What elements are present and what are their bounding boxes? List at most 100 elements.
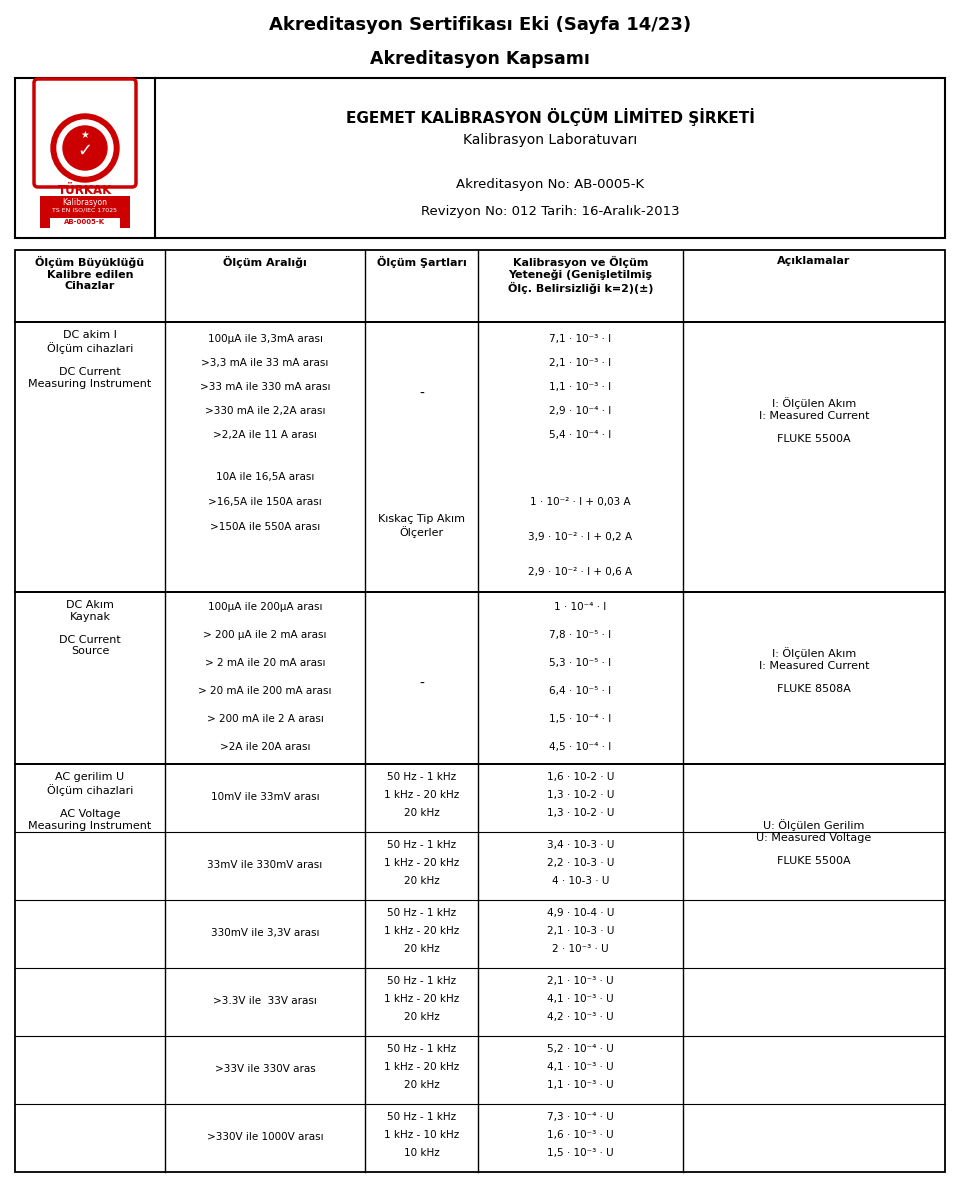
FancyBboxPatch shape — [34, 79, 136, 187]
Text: 1 kHz - 10 kHz: 1 kHz - 10 kHz — [384, 1130, 459, 1140]
Text: 1 · 10⁻⁴ · I: 1 · 10⁻⁴ · I — [554, 602, 607, 612]
Text: > 200 µA ile 2 mA arası: > 200 µA ile 2 mA arası — [204, 630, 326, 640]
Text: 2,1 · 10⁻³ · I: 2,1 · 10⁻³ · I — [549, 358, 612, 368]
Text: 2,1 · 10⁻³ · U: 2,1 · 10⁻³ · U — [547, 976, 613, 986]
Bar — [15, 323, 945, 592]
Text: 4,2 · 10⁻³ · U: 4,2 · 10⁻³ · U — [547, 1012, 613, 1022]
Text: Akreditasyon Kapsamı: Akreditasyon Kapsamı — [370, 50, 590, 68]
Text: DC Akım
Kaynak

DC Current
Source: DC Akım Kaynak DC Current Source — [60, 600, 121, 656]
Text: >330V ile 1000V arası: >330V ile 1000V arası — [206, 1131, 324, 1142]
Text: 20 kHz: 20 kHz — [403, 808, 440, 818]
Text: >33 mA ile 330 mA arası: >33 mA ile 330 mA arası — [200, 382, 330, 393]
Text: 2,1 · 10-3 · U: 2,1 · 10-3 · U — [547, 926, 614, 936]
Text: 20 kHz: 20 kHz — [403, 1012, 440, 1022]
Text: Kalibrasyon: Kalibrasyon — [62, 198, 108, 208]
Text: 20 kHz: 20 kHz — [403, 944, 440, 954]
Text: >150A ile 550A arası: >150A ile 550A arası — [210, 522, 320, 533]
Text: TÜRKAK: TÜRKAK — [58, 184, 112, 197]
Circle shape — [51, 114, 119, 181]
Text: 50 Hz - 1 kHz: 50 Hz - 1 kHz — [387, 772, 456, 782]
Bar — [15, 592, 945, 764]
Text: 2,9 · 10⁻² · I + 0,6 A: 2,9 · 10⁻² · I + 0,6 A — [528, 567, 633, 578]
Text: 2,9 · 10⁻⁴ · I: 2,9 · 10⁻⁴ · I — [549, 406, 612, 416]
Bar — [15, 78, 945, 238]
Text: Ölçüm Aralığı: Ölçüm Aralığı — [223, 256, 307, 268]
Text: 7,8 · 10⁻⁵ · I: 7,8 · 10⁻⁵ · I — [549, 630, 612, 640]
Text: Kıskaç Tip Akım
Ölçerler: Kıskaç Tip Akım Ölçerler — [378, 514, 465, 538]
Text: >3.3V ile  33V arası: >3.3V ile 33V arası — [213, 996, 317, 1006]
Text: AB-0005-K: AB-0005-K — [64, 219, 106, 225]
Text: Ölçüm Şartları: Ölçüm Şartları — [376, 256, 467, 268]
Bar — [50, 218, 120, 228]
Text: AC gerilim U
Ölçüm cihazlari

AC Voltage
Measuring Instrument: AC gerilim U Ölçüm cihazlari AC Voltage … — [29, 772, 152, 830]
Text: 7,1 · 10⁻³ · I: 7,1 · 10⁻³ · I — [549, 334, 612, 344]
Text: 10 kHz: 10 kHz — [403, 1148, 440, 1158]
Text: Ölçüm Büyüklüğü
Kalibre edilen
Cihazlar: Ölçüm Büyüklüğü Kalibre edilen Cihazlar — [36, 256, 145, 292]
Text: > 200 mA ile 2 A arası: > 200 mA ile 2 A arası — [206, 714, 324, 723]
Text: 1,3 · 10-2 · U: 1,3 · 10-2 · U — [547, 790, 614, 801]
Text: 2,2 · 10-3 · U: 2,2 · 10-3 · U — [547, 857, 614, 868]
Text: 4,9 · 10-4 · U: 4,9 · 10-4 · U — [547, 908, 614, 918]
Text: 100µA ile 200µA arası: 100µA ile 200µA arası — [207, 602, 323, 612]
Text: 1 kHz - 20 kHz: 1 kHz - 20 kHz — [384, 790, 459, 801]
Text: 5,4 · 10⁻⁴ · I: 5,4 · 10⁻⁴ · I — [549, 431, 612, 440]
Text: 1 kHz - 20 kHz: 1 kHz - 20 kHz — [384, 994, 459, 1005]
Text: 330mV ile 3,3V arası: 330mV ile 3,3V arası — [211, 927, 320, 938]
Text: >330 mA ile 2,2A arası: >330 mA ile 2,2A arası — [204, 406, 325, 416]
Text: 20 kHz: 20 kHz — [403, 1080, 440, 1090]
Text: 50 Hz - 1 kHz: 50 Hz - 1 kHz — [387, 976, 456, 986]
Text: 50 Hz - 1 kHz: 50 Hz - 1 kHz — [387, 1044, 456, 1054]
Text: 2 · 10⁻³ · U: 2 · 10⁻³ · U — [552, 944, 609, 954]
Text: -: - — [420, 387, 424, 401]
Text: 100µA ile 3,3mA arası: 100µA ile 3,3mA arası — [207, 334, 323, 344]
Text: 5,3 · 10⁻⁵ · I: 5,3 · 10⁻⁵ · I — [549, 658, 612, 668]
Text: Akreditasyon Sertifikası Eki (Sayfa 14/23): Akreditasyon Sertifikası Eki (Sayfa 14/2… — [269, 15, 691, 34]
Text: 1,1 · 10⁻³ · I: 1,1 · 10⁻³ · I — [549, 382, 612, 393]
Text: >2,2A ile 11 A arası: >2,2A ile 11 A arası — [213, 431, 317, 440]
Text: 4,1 · 10⁻³ · U: 4,1 · 10⁻³ · U — [547, 1061, 613, 1072]
Text: 10mV ile 33mV arası: 10mV ile 33mV arası — [210, 792, 320, 802]
Text: TS EN ISO/IEC 17025: TS EN ISO/IEC 17025 — [53, 208, 117, 213]
Text: 4,5 · 10⁻⁴ · I: 4,5 · 10⁻⁴ · I — [549, 742, 612, 752]
Text: > 2 mA ile 20 mA arası: > 2 mA ile 20 mA arası — [204, 658, 325, 668]
Text: > 20 mA ile 200 mA arası: > 20 mA ile 200 mA arası — [199, 686, 332, 696]
Text: Açıklamalar: Açıklamalar — [778, 256, 851, 266]
Text: 1,6 · 10-2 · U: 1,6 · 10-2 · U — [547, 772, 614, 782]
Text: >2A ile 20A arası: >2A ile 20A arası — [220, 742, 310, 752]
Bar — [15, 250, 945, 323]
Bar — [15, 764, 945, 1172]
Circle shape — [63, 126, 107, 170]
Text: 5,2 · 10⁻⁴ · U: 5,2 · 10⁻⁴ · U — [547, 1044, 613, 1054]
Text: 3,9 · 10⁻² · I + 0,2 A: 3,9 · 10⁻² · I + 0,2 A — [528, 533, 633, 542]
Text: Kalibrasyon ve Ölçüm
Yeteneği (Genişletilmiş
Ölç. Belirsizliği k=2)(±): Kalibrasyon ve Ölçüm Yeteneği (Genişleti… — [508, 256, 653, 294]
Text: 1 · 10⁻² · I + 0,03 A: 1 · 10⁻² · I + 0,03 A — [530, 497, 631, 506]
Text: 50 Hz - 1 kHz: 50 Hz - 1 kHz — [387, 840, 456, 850]
Text: 1,3 · 10-2 · U: 1,3 · 10-2 · U — [547, 808, 614, 818]
Text: 33mV ile 330mV arası: 33mV ile 330mV arası — [207, 860, 323, 871]
Text: 1,6 · 10⁻³ · U: 1,6 · 10⁻³ · U — [547, 1130, 613, 1140]
Text: -: - — [420, 677, 424, 691]
Text: 50 Hz - 1 kHz: 50 Hz - 1 kHz — [387, 908, 456, 918]
Text: 1 kHz - 20 kHz: 1 kHz - 20 kHz — [384, 857, 459, 868]
Text: 1 kHz - 20 kHz: 1 kHz - 20 kHz — [384, 926, 459, 936]
Text: DC akim I
Ölçüm cihazlari

DC Current
Measuring Instrument: DC akim I Ölçüm cihazlari DC Current Mea… — [29, 330, 152, 389]
Text: Kalibrasyon Laboratuvarı: Kalibrasyon Laboratuvarı — [463, 133, 637, 147]
Text: I: Ölçülen Akım
I: Measured Current

FLUKE 8508A: I: Ölçülen Akım I: Measured Current FLUK… — [758, 648, 869, 694]
Text: U: Ölçülen Gerilim
U: Measured Voltage

FLUKE 5500A: U: Ölçülen Gerilim U: Measured Voltage F… — [756, 820, 872, 866]
Text: 1,1 · 10⁻³ · U: 1,1 · 10⁻³ · U — [547, 1080, 613, 1090]
Text: >16,5A ile 150A arası: >16,5A ile 150A arası — [208, 497, 322, 506]
Text: 4,1 · 10⁻³ · U: 4,1 · 10⁻³ · U — [547, 994, 613, 1005]
Text: 6,4 · 10⁻⁵ · I: 6,4 · 10⁻⁵ · I — [549, 686, 612, 696]
Text: 1 kHz - 20 kHz: 1 kHz - 20 kHz — [384, 1061, 459, 1072]
Text: ★: ★ — [81, 130, 89, 140]
Text: 4 · 10-3 · U: 4 · 10-3 · U — [552, 876, 610, 886]
Text: EGEMET KALİBRASYON ÖLÇÜM LİMİTED ŞİRKETİ: EGEMET KALİBRASYON ÖLÇÜM LİMİTED ŞİRKETİ — [346, 108, 755, 126]
Text: Revizyon No: 012 Tarih: 16-Aralık-2013: Revizyon No: 012 Tarih: 16-Aralık-2013 — [420, 205, 680, 218]
Text: 7,3 · 10⁻⁴ · U: 7,3 · 10⁻⁴ · U — [547, 1112, 613, 1122]
Bar — [40, 196, 130, 228]
Text: >33V ile 330V aras: >33V ile 330V aras — [215, 1064, 316, 1075]
Text: Akreditasyon No: AB-0005-K: Akreditasyon No: AB-0005-K — [456, 178, 644, 191]
Text: ✓: ✓ — [78, 142, 92, 160]
Text: 3,4 · 10-3 · U: 3,4 · 10-3 · U — [547, 840, 614, 850]
Text: 50 Hz - 1 kHz: 50 Hz - 1 kHz — [387, 1112, 456, 1122]
